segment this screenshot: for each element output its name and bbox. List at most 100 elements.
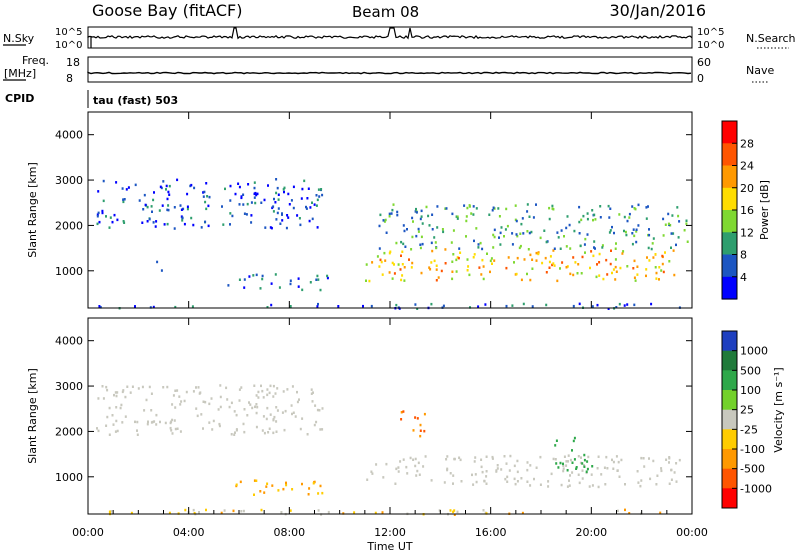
echo-cell — [492, 233, 495, 237]
echo-cell — [474, 473, 477, 476]
echo-cell — [591, 305, 594, 308]
echo-cell — [615, 270, 618, 273]
echo-cell — [677, 236, 680, 239]
echo-cell — [161, 204, 164, 207]
echo-cell — [149, 306, 152, 309]
echo-cell — [151, 210, 153, 213]
echo-cell — [556, 231, 559, 234]
echo-cell — [185, 390, 188, 394]
echo-cell — [388, 215, 391, 218]
echo-cell — [599, 216, 602, 219]
echo-cell — [651, 242, 654, 245]
cpid-label: CPID — [5, 92, 34, 105]
freq-panel-frame — [87, 56, 693, 83]
echo-cell — [245, 213, 248, 216]
echo-cell — [565, 460, 568, 463]
echo-cell — [288, 203, 291, 206]
echo-cell — [472, 483, 475, 486]
echo-cell — [435, 246, 438, 250]
echo-cell — [591, 465, 594, 468]
echo-cell — [415, 234, 418, 238]
echo-cell — [385, 231, 388, 234]
echo-cell — [652, 237, 655, 240]
echo-cell — [565, 464, 568, 467]
echo-cell — [285, 483, 288, 487]
echo-cell — [597, 455, 600, 458]
echo-cell — [207, 224, 210, 228]
echo-cell — [561, 261, 564, 264]
echo-cell — [571, 461, 574, 464]
echo-cell — [261, 429, 264, 432]
echo-cell — [463, 204, 466, 207]
echo-cell — [481, 470, 484, 474]
power-y-axis: 4000 3000 2000 1000 — [55, 129, 692, 278]
echo-cell — [531, 305, 534, 308]
echo-cell — [228, 405, 231, 409]
echo-cell — [648, 233, 651, 237]
y-tick-label: 1000 — [55, 471, 83, 484]
echo-cell — [646, 256, 648, 259]
echo-cell — [233, 410, 236, 413]
echo-cell — [229, 184, 232, 188]
echo-cell — [221, 205, 223, 208]
echo-cell — [562, 462, 564, 466]
echo-cell — [431, 228, 434, 231]
echo-cell — [581, 462, 584, 465]
echo-cell — [594, 218, 597, 221]
echo-cell — [452, 229, 455, 232]
echo-cell — [243, 212, 246, 215]
echo-cell — [290, 404, 293, 407]
echo-cell — [565, 266, 568, 269]
echo-cell — [618, 475, 621, 478]
echo-cell — [605, 455, 608, 459]
echo-cell — [555, 439, 558, 442]
echo-cell — [637, 224, 640, 227]
echo-cell — [269, 226, 272, 229]
echo-cell — [191, 305, 194, 308]
echo-cell — [290, 199, 293, 202]
echo-cell — [109, 216, 112, 219]
echo-cell — [414, 416, 417, 419]
x-tick-label: 08:00 — [273, 526, 305, 539]
echo-cell — [488, 213, 491, 216]
echo-cell — [260, 508, 263, 512]
echo-cell — [181, 216, 184, 220]
echo-cell — [400, 278, 403, 282]
echo-cell — [306, 433, 309, 436]
echo-cell — [442, 304, 445, 308]
echo-cell — [319, 428, 322, 431]
echo-cell — [456, 215, 459, 218]
echo-cell — [665, 458, 668, 461]
echo-cell — [111, 414, 114, 417]
echo-cell — [670, 468, 673, 472]
echo-cell — [446, 455, 449, 458]
echo-cell — [664, 223, 667, 226]
echo-cell — [173, 206, 176, 209]
echo-cell — [419, 217, 422, 221]
echo-cell — [119, 406, 122, 410]
colorbar-segment — [722, 165, 737, 189]
echo-cell — [285, 481, 287, 485]
velocity-y-axis: 4000 3000 2000 1000 — [55, 335, 692, 484]
colorbar-tick-label: 4 — [740, 271, 747, 284]
echo-cell — [523, 258, 526, 261]
echo-cell — [554, 444, 557, 447]
echo-cell — [298, 217, 301, 220]
echo-cell — [208, 421, 211, 424]
echo-cell — [414, 464, 417, 468]
echo-cell — [575, 466, 578, 469]
freq-label-1: Freq. — [22, 54, 49, 67]
echo-cell — [577, 473, 580, 476]
echo-cell — [612, 268, 615, 271]
echo-cell — [609, 262, 612, 266]
cpid-text: tau (fast) 503 — [93, 94, 178, 107]
echo-cell — [565, 226, 568, 230]
echo-cell — [243, 278, 246, 281]
echo-cell — [427, 214, 430, 218]
echo-cell — [110, 510, 113, 513]
echo-cell — [291, 488, 294, 491]
echo-cell — [505, 462, 508, 465]
echo-cell — [283, 186, 286, 190]
echo-cell — [353, 511, 356, 514]
echo-cell — [206, 195, 209, 198]
